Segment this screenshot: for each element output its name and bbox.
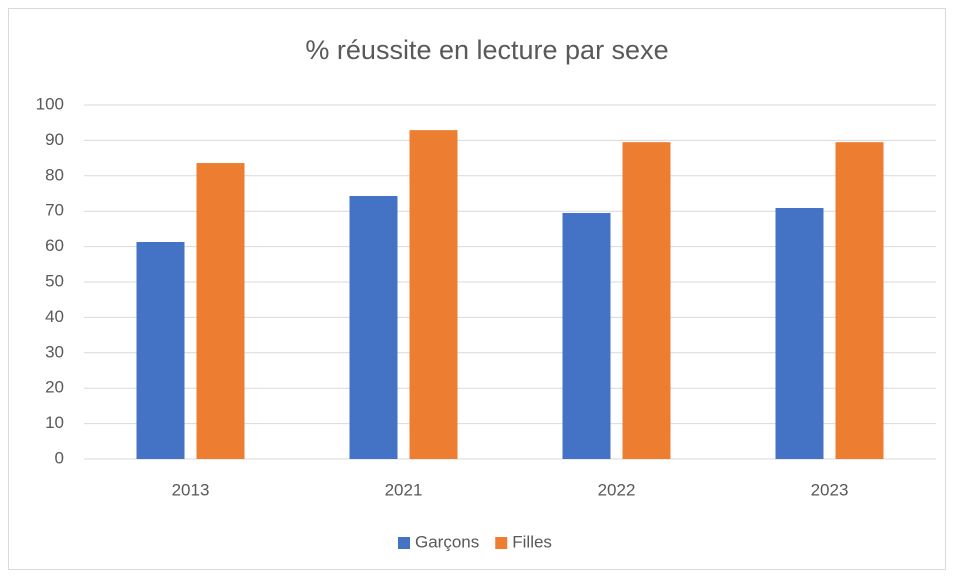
y-tick-label: 30 bbox=[45, 342, 64, 361]
y-tick-label: 100 bbox=[36, 94, 64, 113]
legend-label: Garçons bbox=[415, 532, 479, 551]
x-tick-label: 2023 bbox=[811, 480, 849, 499]
bar bbox=[136, 241, 185, 459]
chart-title: % réussite en lecture par sexe bbox=[305, 35, 668, 65]
y-tick-label: 60 bbox=[45, 236, 64, 255]
legend-swatch bbox=[495, 537, 508, 549]
y-tick-label: 20 bbox=[45, 378, 64, 397]
x-tick-label: 2022 bbox=[598, 480, 636, 499]
x-tick-label: 2013 bbox=[172, 480, 210, 499]
bar bbox=[835, 142, 884, 460]
legend-swatch bbox=[398, 537, 410, 549]
bar bbox=[562, 212, 611, 459]
x-tick-label: 2021 bbox=[385, 480, 423, 499]
bar bbox=[775, 208, 824, 459]
legend-label: Filles bbox=[512, 532, 552, 551]
y-tick-label: 40 bbox=[45, 307, 64, 326]
y-tick-label: 10 bbox=[45, 413, 64, 432]
bar bbox=[622, 142, 671, 460]
bar bbox=[409, 130, 458, 459]
y-tick-label: 0 bbox=[55, 448, 64, 467]
y-tick-label: 70 bbox=[45, 201, 64, 220]
bar bbox=[349, 195, 398, 459]
y-tick-label: 50 bbox=[45, 271, 64, 290]
bar bbox=[196, 163, 245, 459]
y-tick-label: 90 bbox=[45, 130, 64, 149]
y-tick-label: 80 bbox=[45, 165, 64, 184]
